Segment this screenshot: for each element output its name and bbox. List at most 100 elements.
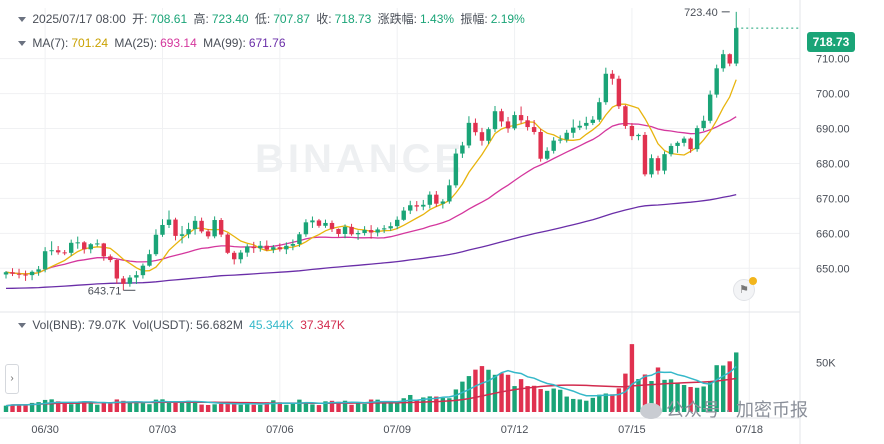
candle-body [434,194,439,204]
candle-body [714,68,719,95]
open-label: 开: [132,12,148,26]
amplitude-label: 振幅: [460,12,488,26]
amplitude-value: 2.19% [490,12,525,26]
watermark-text: 公众号 · 加密币报 [666,400,808,420]
volume-bar [336,401,341,412]
time-tick-label: 07/15 [618,424,646,436]
candle-body [623,106,628,126]
volume-bar [597,394,602,412]
candle-body [479,132,485,141]
price-tick-label: 690.00 [816,124,850,136]
candle-body [395,219,400,227]
time-tick-label: 06/30 [31,424,59,436]
candle-body [408,205,413,211]
volume-bar [414,400,419,412]
volume-bar [427,396,432,412]
volume-bar [23,404,28,412]
notification-dot [749,277,757,285]
low-annotation: 643.71 [88,285,122,297]
volume-bar [525,386,530,412]
candle-body [82,242,87,250]
volume-bar [466,376,472,412]
candle-body [675,142,680,146]
volume-bar [694,387,700,412]
candle-body [134,275,139,278]
volume-bar [303,402,309,412]
volume-bar [10,404,15,412]
high-label: 高: [193,12,209,26]
candle-body [525,120,530,128]
candle-body [218,220,224,235]
volume-bar [42,399,48,412]
volume-bar [355,403,361,412]
ohlc-readout: 2025/07/17 08:00 开: 708.61 高: 723.40 低: 707… [18,10,528,27]
candle-body [173,219,178,236]
volume-bar [551,388,556,412]
volume-bar [518,379,524,412]
scale-toggle-button[interactable]: › [5,364,19,394]
volume-bar [707,380,713,412]
vol-caret-icon[interactable] [18,323,26,329]
volume-bar [245,402,250,412]
candle-body [447,185,452,202]
volume-bar [323,401,328,412]
volume-bar [173,402,178,412]
volume-bar [734,352,739,412]
candle-body [36,269,41,272]
volume-bar [160,399,165,412]
candle-body [329,222,335,229]
volume-bar [544,390,550,412]
candle-body [460,145,465,154]
volume-bar [212,404,217,412]
candle-body [101,243,106,257]
candle-body [10,272,15,274]
flag-icon[interactable]: ⚑ [733,277,757,301]
vol-bnb-value: 79.07K [88,318,127,332]
candle-body [284,245,289,250]
volume-bar [192,402,198,412]
candle-body [153,234,159,255]
volume-bar [649,381,654,412]
candle-body [688,138,693,150]
volume-bar [277,402,283,412]
candle-body [69,242,74,253]
volume-bar [108,402,113,412]
volume-bar [603,393,609,412]
ma-caret-icon[interactable] [18,41,26,47]
volume-bar [290,403,296,412]
volume-bar [75,403,80,412]
price-tick-label: 710.00 [816,54,850,66]
volume-bar [558,389,563,412]
candle-body [649,158,654,175]
current-price-tag: 718.73 [807,32,855,52]
vol-ma-a-value: 45.344K [249,318,294,332]
price-tick-label: 700.00 [816,89,850,101]
volume-bar [668,379,674,412]
volume-bar [629,344,635,412]
volume-bar [479,366,485,412]
candle-body [140,265,146,276]
candle-body [349,226,354,235]
candle-body [147,254,152,266]
volume-bar [271,400,276,412]
volume-bar [655,367,661,412]
candle-body [414,205,419,207]
candle-body [264,245,269,250]
ma-readout: MA(7): 701.24 MA(25): 693.14 MA(99): 671.76 [18,36,289,50]
volume-bar [329,400,335,412]
volume-bar [362,403,367,412]
candle-body [205,231,211,237]
candle-body [342,226,348,234]
candle-body [251,246,256,249]
volume-bar [36,402,41,412]
volume-bar [297,399,302,412]
candle-body [258,245,263,249]
candle-body [336,228,341,234]
volume-bar [3,405,9,412]
candle-body [577,125,582,128]
collapse-caret-icon[interactable] [18,17,26,23]
volume-bar [199,404,204,412]
candle-body [558,139,563,141]
volume-bar [62,403,67,412]
